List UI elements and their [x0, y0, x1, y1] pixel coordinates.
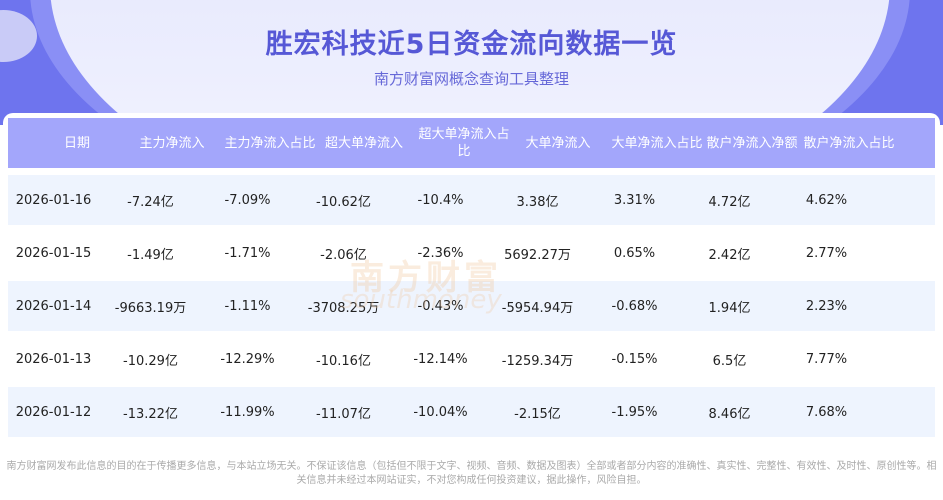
table-row: 2026-01-16 -7.24亿 -7.09% -10.62亿 -10.4% 3.38亿…	[8, 175, 935, 225]
column-header: 散户净流入净额	[706, 135, 798, 151]
table-cell: 2026-01-12	[15, 404, 92, 420]
table-cell: -11.07亿	[316, 406, 371, 422]
table-cell: 2.42亿	[708, 247, 751, 263]
table-cell: 6.5亿	[712, 353, 747, 369]
table-cell: 4.72亿	[708, 194, 751, 210]
column-header: 大单净流入占比	[611, 135, 703, 151]
table-row: 2026-01-12 -13.22亿 -11.99% -11.07亿 -10.04% -2…	[8, 387, 935, 437]
table-cell: -2.15亿	[514, 406, 561, 422]
table-cell: -10.4%	[417, 192, 464, 208]
table-cell: 2.23%	[805, 298, 848, 314]
watermark-logo-en: southmoney	[340, 285, 502, 315]
table-cell: 4.62%	[805, 192, 848, 208]
table-cell: -7.24亿	[127, 194, 174, 210]
page-subtitle: 南方财富网概念查询工具整理	[373, 70, 569, 88]
table-cell: 7.77%	[805, 351, 848, 367]
table-row: 2026-01-15 -1.49亿 -1.71% -2.06亿 -2.36% 5692.2…	[8, 228, 935, 278]
column-header: 日期	[63, 135, 90, 151]
table-cell: -10.62亿	[316, 194, 371, 210]
table-cell: -5954.94万	[501, 300, 574, 316]
table-cell: -10.16亿	[316, 353, 371, 369]
table-cell: 3.38亿	[516, 194, 559, 210]
table-cell: 2026-01-13	[15, 351, 92, 367]
table-cell: -0.68%	[611, 298, 658, 314]
table-cell: -2.36%	[417, 245, 464, 261]
table-cell: -13.22亿	[123, 406, 178, 422]
column-header: 超大单净流入占比	[418, 127, 510, 159]
table-cell: 5692.27万	[504, 247, 571, 263]
table-row: 2026-01-14 -9663.19万 -1.11% -3708.25万 -0.43%…	[8, 281, 935, 331]
table-cell: -10.04%	[413, 404, 468, 420]
table-cell: -2.06亿	[320, 247, 367, 263]
table-cell: 2.77%	[805, 245, 848, 261]
table-cell: -0.43%	[417, 298, 464, 314]
table-cell: -1.71%	[224, 245, 271, 261]
table-cell: -9663.19万	[114, 300, 187, 316]
column-header: 主力净流入	[139, 135, 205, 151]
hero-banner: 胜宏科技近5日资金流向数据一览 南方财富网概念查询工具整理	[0, 0, 943, 125]
column-header: 大单净流入	[525, 135, 591, 151]
table-cell: 2026-01-14	[15, 298, 92, 314]
table-cell: -7.09%	[224, 192, 271, 208]
table-cell: 0.65%	[613, 245, 656, 261]
page-title: 胜宏科技近5日资金流向数据一览	[265, 29, 678, 60]
table-cell: -12.29%	[220, 351, 275, 367]
table-cell: -0.15%	[611, 351, 658, 367]
table-cell: -1259.34万	[501, 353, 574, 369]
table-cell: -11.99%	[220, 404, 275, 420]
disclaimer: 南方财富网发布此信息的目的在于传播更多信息，与本站立场无关。不保证该信息（包括但…	[6, 461, 937, 486]
column-header: 散户净流入占比	[803, 135, 895, 151]
table-cell: 2026-01-16	[15, 192, 92, 208]
table-cell: -1.11%	[224, 298, 271, 314]
decor-ellipse	[50, 0, 890, 125]
column-header: 主力净流入占比	[224, 135, 316, 151]
table-row: 2026-01-13 -10.29亿 -12.29% -10.16亿 -12.14% -1…	[8, 334, 935, 384]
table-header: 日期 主力净流入 主力净流入占比 超大单净流入 超大单净流入占比 大单净流入 大单净流入占比…	[8, 118, 935, 168]
table-cell: 1.94亿	[708, 300, 751, 316]
watermark-logo: 南方财富	[350, 258, 502, 298]
table-cell: -1.49亿	[127, 247, 174, 263]
table-cell: -3708.25万	[307, 300, 380, 316]
table-cell: -10.29亿	[123, 353, 178, 369]
table-cell: 8.46亿	[708, 406, 751, 422]
table-cell: -1.95%	[611, 404, 658, 420]
table-cell: 7.68%	[805, 404, 848, 420]
table-cell: -12.14%	[413, 351, 468, 367]
table-cell: 2026-01-15	[15, 245, 92, 261]
table-cell: 3.31%	[613, 192, 656, 208]
column-header: 超大单净流入	[324, 135, 403, 151]
